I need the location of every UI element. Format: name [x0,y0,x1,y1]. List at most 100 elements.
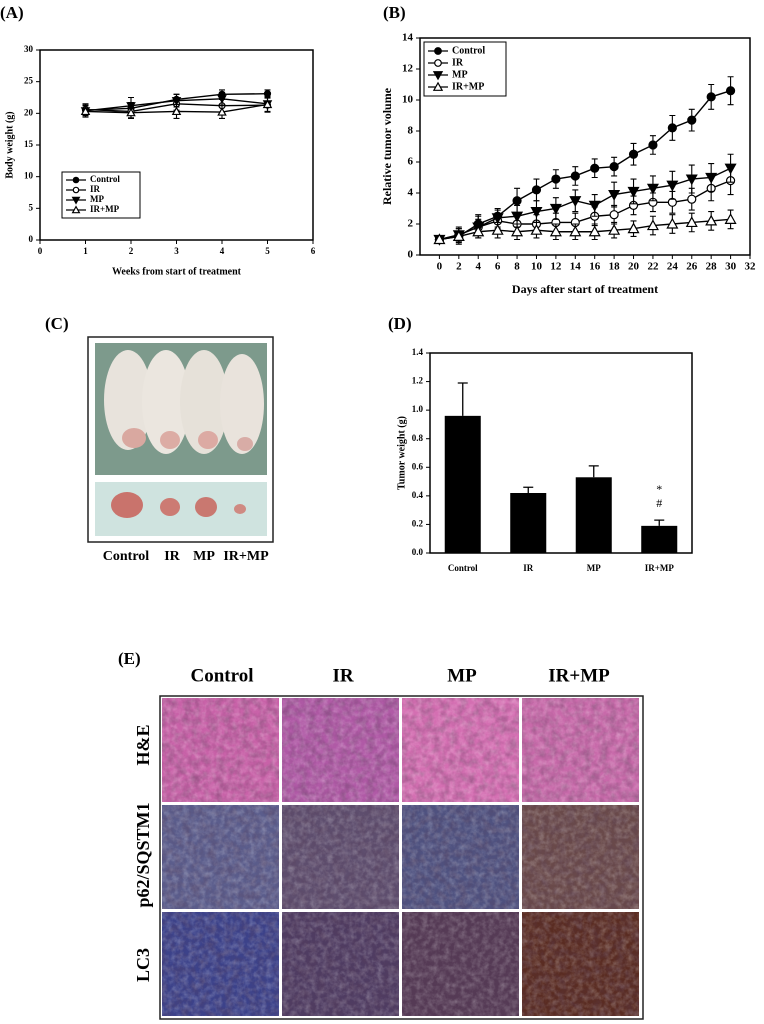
x-tick-label: 3 [174,246,179,256]
y-tick-label: 1.4 [412,347,424,357]
photo-label: IR+MP [223,549,269,564]
marker [666,217,679,229]
marker [549,203,562,215]
plot-frame [419,37,751,256]
y-tick-label: 10 [24,171,34,181]
tissue-texture [282,698,399,802]
y-axis-title: Body weight (g) [4,111,15,178]
bar [575,477,612,553]
x-tick-label: 5 [265,246,270,256]
marker [646,219,659,231]
y-tick-label: 1.2 [412,376,424,386]
marker [648,140,658,150]
marker [433,233,446,245]
marker [491,213,504,225]
panel-label: (C) [45,314,69,333]
y-tick-label: 5 [29,202,34,212]
marker [434,47,442,55]
x-tick-label: 22 [647,261,659,273]
y-tick-label: 10 [402,94,414,106]
legend-label: Control [452,45,485,56]
marker [452,230,465,241]
column-header: MP [447,665,477,686]
line-chart: 0 1 2 3 4 5 6 0 5 10 15 20 25 30 Weeks from start of t… [4,44,315,277]
y-tick-label: 4 [408,187,414,199]
bar [444,415,481,553]
x-tick-label: 4 [475,261,481,273]
x-tick-label: 16 [589,261,601,273]
x-tick-label: 18 [609,261,621,273]
marker [724,213,737,224]
marker [685,216,698,228]
bar-chart: 0.0 0.2 0.4 0.6 0.8 1.0 1.2 1.4 Tumor weight (g)… [396,347,693,573]
x-tick-label: Control [448,563,478,573]
marker [434,59,442,67]
row-header: H&E [133,724,153,765]
tissue-texture [522,912,639,1016]
tissue-texture [282,912,399,1016]
marker [687,115,697,125]
marker [511,211,524,223]
marker [491,223,504,235]
marker [706,92,716,102]
marker [217,107,227,116]
x-tick-label: 32 [745,261,757,273]
y-tick-label: 0 [408,249,414,261]
error-bar [588,465,599,478]
y-tick-label: 2 [408,218,414,230]
marker [472,225,485,237]
marker [262,99,273,109]
column-header: Control [191,665,254,686]
x-tick-label: 2 [129,246,134,256]
marker [667,123,677,133]
marker [80,106,91,116]
marker [217,95,227,104]
x-tick-label: 20 [628,261,640,273]
tissue-texture [522,698,639,802]
series-line [439,218,731,241]
series-line [439,90,731,241]
marker [531,185,542,195]
tissue-texture [282,805,399,909]
marker [687,194,697,204]
y-tick-label: 0 [29,234,34,244]
x-tick-label: 6 [311,246,316,256]
mouse-photo [87,336,274,543]
y-tick-label: 14 [402,32,414,44]
plot-frame [429,352,693,554]
marker [511,225,524,237]
y-tick-label: 12 [402,63,414,75]
marker [551,174,561,184]
marker [72,176,80,184]
series-line [439,179,731,241]
x-tick-label: 28 [706,261,718,273]
marker [126,107,136,117]
marker [590,163,600,173]
y-tick-label: 0.6 [412,461,424,471]
x-tick-label: 1 [83,246,88,256]
y-tick-label: 0.2 [412,518,424,528]
x-tick-label: 4 [220,246,225,256]
tissue-texture [402,698,519,802]
marker [609,210,619,220]
x-tick-label: IR+MP [645,563,675,573]
tissue-texture [162,805,279,909]
marker [570,171,580,181]
y-tick-label: 1.0 [412,404,424,414]
tissue-texture [162,912,279,1016]
marker [432,81,444,91]
marker [685,174,698,186]
marker [666,180,679,192]
y-tick-label: 15 [24,139,34,149]
photo-label: Control [103,549,150,564]
marker [588,225,601,237]
x-tick-label: 0 [437,261,443,273]
y-axis-title: Tumor weight (g) [396,416,407,490]
x-tick-label: 6 [495,261,501,273]
marker [628,149,639,159]
marker [171,97,182,106]
marker [608,223,621,235]
column-header: IR+MP [548,665,610,686]
y-tick-label: 0.4 [412,490,424,500]
